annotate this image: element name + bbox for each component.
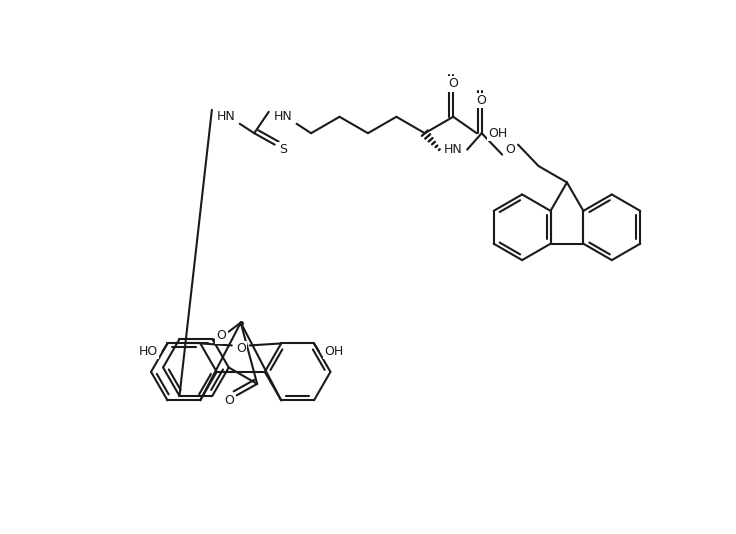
Text: OH: OH <box>324 345 343 358</box>
Text: HN: HN <box>273 111 292 123</box>
Text: O: O <box>236 342 246 355</box>
Text: O: O <box>448 77 459 90</box>
Text: O: O <box>505 143 515 156</box>
Text: O: O <box>477 94 486 107</box>
Text: OH: OH <box>489 127 508 140</box>
Text: O: O <box>224 394 233 407</box>
Text: O: O <box>216 329 227 342</box>
Text: S: S <box>279 143 286 156</box>
Text: HN: HN <box>444 143 463 156</box>
Text: HN: HN <box>216 111 236 123</box>
Text: HN: HN <box>216 111 236 123</box>
Text: HO: HO <box>138 345 158 358</box>
